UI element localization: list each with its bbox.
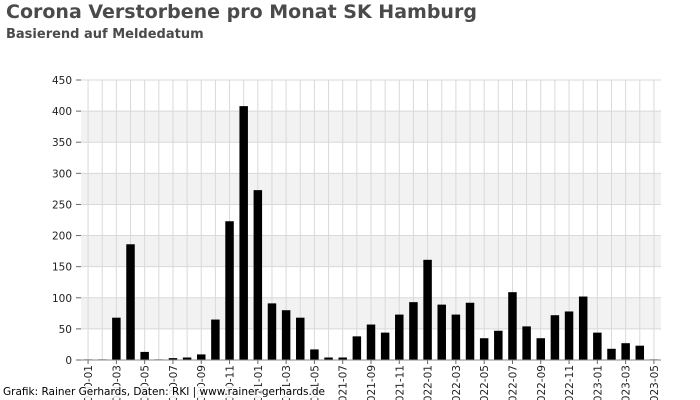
bar-2021-11 bbox=[395, 314, 404, 360]
bar-2022-07 bbox=[508, 292, 517, 360]
y-tick-label: 200 bbox=[52, 231, 72, 243]
x-tick-label: 2023-01 bbox=[592, 365, 604, 400]
y-tick-label: 350 bbox=[52, 137, 72, 149]
bar-2020-11 bbox=[225, 221, 234, 360]
bar-2023-04 bbox=[635, 345, 645, 360]
bar-2021-06 bbox=[324, 357, 333, 360]
y-tick-label: 50 bbox=[59, 324, 72, 336]
x-axis-ticks: 2020-01 2020-03 2020-05 2020-07 2020-09 2020-… bbox=[81, 359, 661, 400]
bar-2022-06 bbox=[494, 330, 503, 360]
chart-subtitle: Basierend auf Meldedatum bbox=[6, 27, 204, 42]
bar-2021-02 bbox=[267, 303, 277, 360]
x-tick-label: 2022-11 bbox=[564, 365, 576, 400]
bar-2022-05 bbox=[479, 338, 489, 360]
bar-2020-09 bbox=[197, 354, 206, 360]
x-tick-label: 2022-03 bbox=[451, 365, 463, 400]
bars bbox=[83, 106, 659, 361]
y-tick-label: 100 bbox=[52, 293, 72, 305]
bar-2021-10 bbox=[380, 332, 390, 360]
x-tick-label: 2022-05 bbox=[479, 365, 491, 400]
chart-title: Corona Verstorbene pro Monat SK Hamburg bbox=[6, 1, 477, 23]
bar-2022-02 bbox=[437, 304, 446, 360]
bar-2020-08 bbox=[182, 357, 192, 360]
y-tick-label: 250 bbox=[52, 199, 72, 211]
bar-2021-07 bbox=[338, 357, 347, 360]
bar-2020-05 bbox=[140, 351, 149, 360]
bar-2020-03 bbox=[112, 317, 121, 360]
bar-2022-12 bbox=[578, 296, 588, 360]
x-tick-label: 2021-09 bbox=[366, 365, 378, 400]
x-tick-label: 2023-03 bbox=[621, 365, 633, 400]
y-tick-label: 400 bbox=[52, 106, 72, 118]
bar-2020-04 bbox=[126, 244, 135, 360]
y-axis-ticks: 0 50 100 150 200 250 300 350 400 450 bbox=[52, 75, 81, 367]
bar-2021-03 bbox=[281, 310, 291, 360]
source-caption: Grafik: Rainer Gerhards, Daten: RKI | ww… bbox=[3, 386, 327, 398]
bar-2021-12 bbox=[409, 302, 418, 360]
x-tick-label: 2022-07 bbox=[507, 365, 519, 400]
bar-2022-08 bbox=[522, 326, 531, 360]
y-tick-label: 0 bbox=[65, 355, 72, 367]
x-tick-label: 2021-07 bbox=[338, 365, 350, 400]
bar-2020-12 bbox=[239, 106, 248, 360]
x-tick-label: 2022-09 bbox=[536, 365, 548, 400]
bar-2022-01 bbox=[423, 259, 432, 360]
bar-2020-07 bbox=[168, 358, 178, 360]
bar-2020-10 bbox=[211, 319, 220, 360]
bar-2021-08 bbox=[352, 336, 362, 360]
x-tick-label: 2021-11 bbox=[394, 365, 406, 400]
bar-2021-01 bbox=[253, 190, 263, 360]
bar-2022-10 bbox=[550, 315, 560, 360]
bar-2022-11 bbox=[564, 311, 574, 360]
bar-2021-09 bbox=[366, 324, 376, 360]
x-tick-label: 2023-05 bbox=[649, 365, 661, 400]
bar-2022-04 bbox=[465, 302, 475, 360]
y-tick-label: 450 bbox=[52, 75, 72, 87]
x-tick-label: 2022-01 bbox=[423, 365, 435, 400]
bar-2023-01 bbox=[593, 332, 602, 360]
bar-2023-03 bbox=[621, 343, 630, 360]
y-tick-label: 300 bbox=[52, 168, 72, 180]
y-tick-label: 150 bbox=[52, 262, 72, 274]
bar-2021-04 bbox=[296, 317, 305, 360]
bar-2022-03 bbox=[451, 314, 461, 360]
bar-2022-09 bbox=[536, 338, 545, 360]
bar-2021-05 bbox=[310, 349, 319, 360]
bar-2023-02 bbox=[607, 348, 616, 360]
